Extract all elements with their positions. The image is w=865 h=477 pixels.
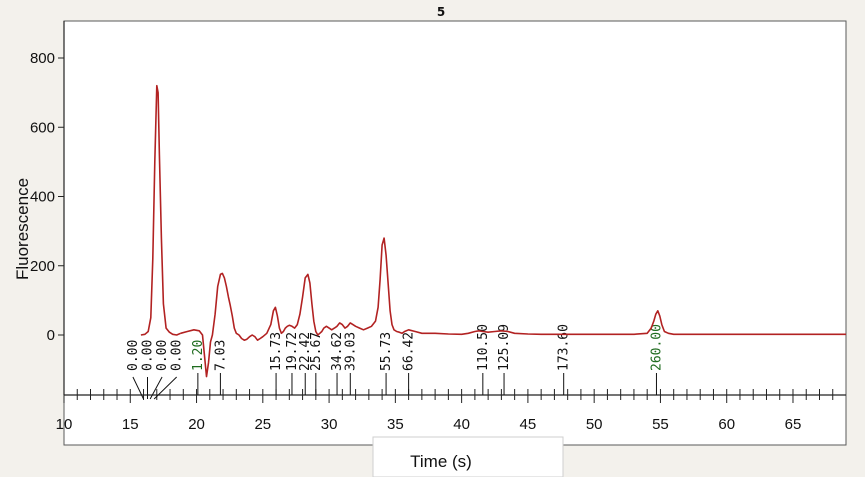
peak-label: 1.20 — [191, 340, 206, 371]
peak-label: 25.67 — [309, 332, 324, 371]
peak-label: 0.00 — [126, 340, 141, 371]
x-tick-label: 20 — [188, 416, 205, 433]
chart-title: 5 — [437, 5, 445, 19]
x-axis-ticks: 10 15 20 25 30 35 40 45 50 55 60 65 — [56, 389, 834, 433]
peak-label: 260.00 — [649, 324, 664, 371]
x-axis-title: Time (s) — [410, 452, 472, 471]
x-tick-label: 30 — [321, 416, 338, 433]
y-tick-label: 0 — [47, 327, 55, 344]
peak-stem — [149, 376, 163, 400]
peak-label: 0.00 — [141, 340, 156, 371]
x-tick-label: 65 — [785, 416, 802, 433]
series-layer — [140, 84, 846, 378]
x-tick-label: 50 — [586, 416, 603, 433]
y-tick-label: 400 — [30, 189, 55, 206]
peak-annotations: 0.00 0.00 0.00 0.00 1.20 7.03 15.73 19.7222.422… — [126, 324, 664, 400]
peak-stem — [153, 376, 178, 400]
x-tick-label: 25 — [254, 416, 271, 433]
peak-label: 173.60 — [557, 324, 572, 371]
y-tick-label: 800 — [30, 50, 55, 67]
series-line — [140, 84, 181, 336]
peak-label: 0.00 — [170, 340, 185, 371]
x-axis-title-box — [372, 436, 564, 477]
peak-label: 66.42 — [402, 332, 417, 371]
peak-label: 15.73 — [269, 332, 284, 371]
peak-label: 125.09 — [497, 324, 512, 371]
peak-stem — [132, 376, 144, 400]
x-tick-label: 15 — [122, 416, 139, 433]
peak-label: 110.50 — [476, 324, 491, 371]
peak-label: 19.72 — [285, 332, 300, 371]
y-tick-label: 600 — [30, 119, 55, 136]
peak-label: 22.42 — [298, 332, 313, 371]
y-tick-label: 200 — [30, 258, 55, 275]
peak-label: 55.73 — [379, 332, 394, 371]
peak-label: 34.62 — [330, 332, 345, 371]
series-line — [180, 237, 846, 378]
peak-label: 39.03 — [343, 332, 358, 371]
peak-label: 7.03 — [213, 340, 228, 371]
x-tick-label: 40 — [453, 416, 470, 433]
x-tick-label: 60 — [718, 416, 735, 433]
peak-label: 0.00 — [155, 340, 170, 371]
x-tick-label: 10 — [56, 416, 73, 433]
plot-area-background — [64, 21, 846, 445]
x-tick-label: 35 — [387, 416, 404, 433]
y-axis-title: Fluorescence — [13, 178, 32, 280]
y-axis-ticks: 0 200 400 600 800 — [30, 50, 64, 344]
x-tick-label: 45 — [520, 416, 537, 433]
x-tick-label: 55 — [652, 416, 669, 433]
